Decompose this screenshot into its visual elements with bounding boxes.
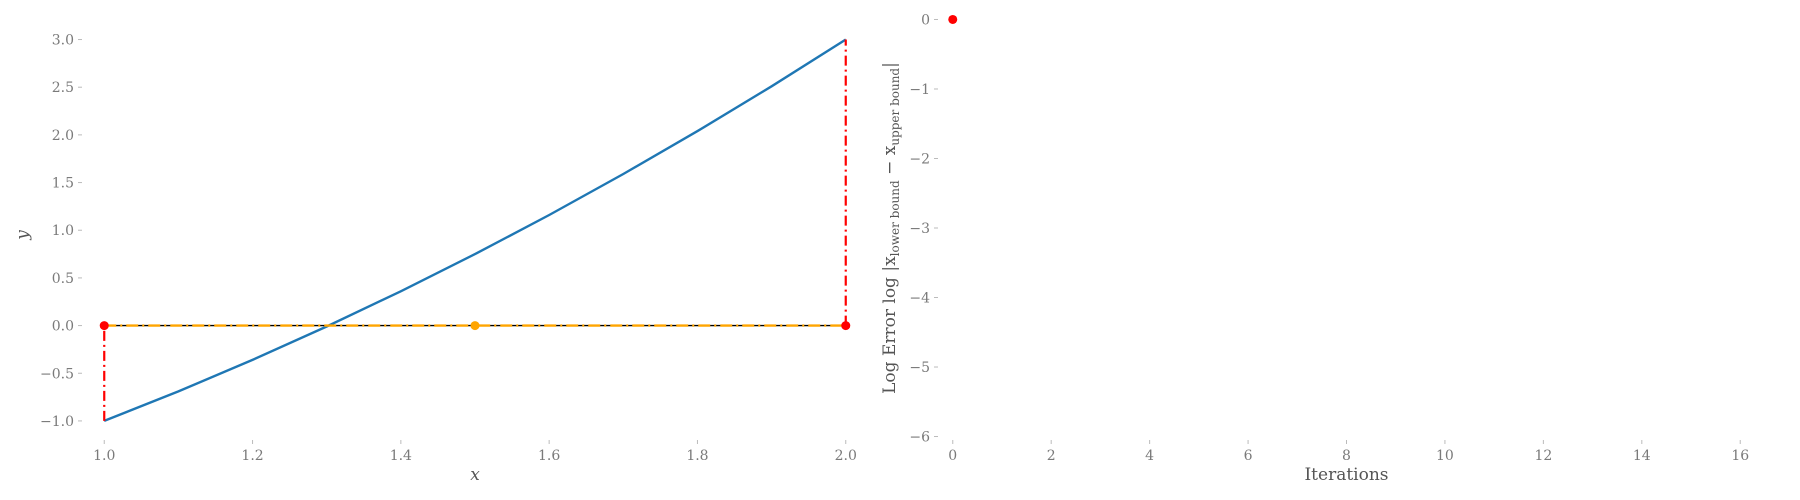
bisection-plot: 1.0 1.2 1.4 1.6 1.8 2.0 −1.0 −0.5 0.0 0.5 1.0 1.5 2.… xyxy=(13,33,857,485)
y-tick-label: −0.5 xyxy=(40,366,74,382)
x-tick-label: 0 xyxy=(948,448,957,464)
midpoint-marker xyxy=(470,321,480,331)
x-tick-label: 8 xyxy=(1342,448,1351,464)
y-tick-label: 3.0 xyxy=(52,33,74,49)
y-axis-label-part: − x xyxy=(880,145,900,180)
x-tick-label: 1.4 xyxy=(390,448,412,464)
function-curve xyxy=(103,38,847,423)
x-axis-label: x xyxy=(470,465,480,485)
x-tick-label: 1.2 xyxy=(241,448,263,464)
y-axis-label-part: | xyxy=(880,62,900,68)
x-tick-label: 1.6 xyxy=(538,448,560,464)
y-axis-label-subscript: upper bound xyxy=(888,68,902,146)
error-point xyxy=(948,14,958,24)
y-tick-label: −1 xyxy=(909,82,930,98)
x-tick-label: 16 xyxy=(1731,448,1749,464)
x-tick-label: 4 xyxy=(1145,448,1154,464)
y-tick-label: −6 xyxy=(909,430,930,446)
y-tick-label: 1.0 xyxy=(52,223,74,239)
y-tick-label: −3 xyxy=(909,221,930,237)
y-tick-label: −1.0 xyxy=(40,414,74,430)
x-tick-label: 12 xyxy=(1534,448,1552,464)
y-tick-label: 0.0 xyxy=(52,319,74,335)
y-axis-label-part: Log Error log |x xyxy=(880,256,900,394)
y-axis-label-subscript: lower bound xyxy=(888,180,902,256)
x-tick-label: 1.0 xyxy=(93,448,115,464)
y-tick-label: 2.0 xyxy=(52,128,74,144)
y-tick-label: 0.5 xyxy=(52,271,74,287)
x-axis-label: Iterations xyxy=(1304,465,1388,485)
y-tick-label: −5 xyxy=(909,360,930,376)
x-tick-label: 2 xyxy=(1047,448,1056,464)
x-tick-label: 2.0 xyxy=(835,448,857,464)
error-plot: 0 2 4 6 8 10 12 14 16 0 −1 −2 −3 −4 −5 −6 Iterations Log … xyxy=(880,12,1749,485)
y-tick-label: 1.5 xyxy=(52,176,74,192)
lower-bound-marker xyxy=(99,321,109,331)
y-tick-label: 2.5 xyxy=(52,80,74,96)
x-tick-label: 14 xyxy=(1633,448,1651,464)
y-axis-label: y xyxy=(13,230,33,241)
y-tick-label: 0 xyxy=(921,12,930,28)
y-axis-label: Log Error log |xlower bound − xupper bou… xyxy=(880,62,902,394)
upper-bound-marker xyxy=(841,321,851,331)
x-tick-label: 1.8 xyxy=(686,448,708,464)
y-tick-label: −2 xyxy=(909,151,930,167)
x-tick-label: 10 xyxy=(1436,448,1454,464)
y-tick-label: −4 xyxy=(909,291,930,307)
x-tick-label: 6 xyxy=(1244,448,1253,464)
